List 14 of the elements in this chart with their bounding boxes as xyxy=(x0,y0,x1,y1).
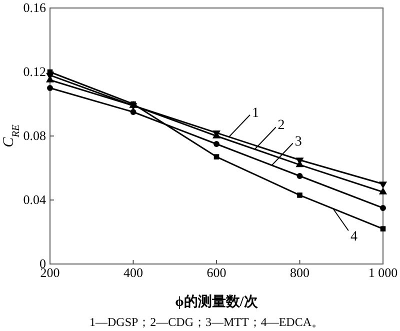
series-label: 1 xyxy=(252,106,259,121)
series-label: 4 xyxy=(350,230,358,245)
y-tick-label: 0.08 xyxy=(23,128,46,144)
text: 1—DGSP；2—CDG；3—MTT；4—EDCA。 xyxy=(89,315,324,329)
x-axis-title: ϕ的测量数/次 xyxy=(175,294,259,310)
x-tick-label: 600 xyxy=(206,265,226,280)
y-tick-label: 0.16 xyxy=(23,0,46,16)
x-tick-label: 1 000 xyxy=(368,265,398,280)
series-label: 2 xyxy=(278,118,285,134)
x-tick-label: 400 xyxy=(124,265,143,280)
y-tick-label: 0.12 xyxy=(23,64,46,80)
x-tick-label: 800 xyxy=(290,265,310,280)
legend-label: 3 xyxy=(294,134,302,150)
y-tick-label: 0.04 xyxy=(23,192,46,208)
